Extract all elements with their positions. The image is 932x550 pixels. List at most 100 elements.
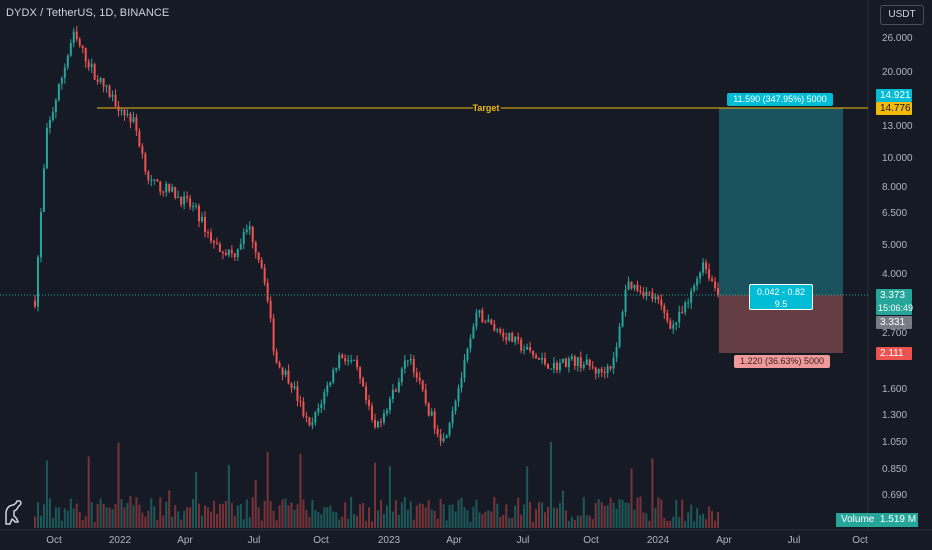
volume-bar <box>123 507 126 528</box>
candle-body <box>376 421 379 428</box>
volume-bar <box>209 511 212 528</box>
time-axis[interactable]: Oct 2022 Apr Jul Oct 2023 Apr Jul Oct 20… <box>46 535 868 546</box>
candle-body <box>63 67 66 78</box>
volume-bar <box>496 503 499 528</box>
candle-body <box>177 196 180 198</box>
candle-body <box>684 302 687 313</box>
volume-bar <box>382 513 385 528</box>
volume-bar <box>260 520 263 528</box>
candle-body <box>717 288 719 295</box>
volume-bar <box>362 502 365 528</box>
volume-bar <box>442 504 445 528</box>
volume-bar <box>600 502 603 528</box>
candle-body <box>192 206 195 208</box>
volume-bar <box>111 509 114 528</box>
candle-body <box>693 285 696 291</box>
candle-body <box>418 377 421 381</box>
volume-bar <box>511 517 514 528</box>
volume-bar <box>206 507 209 528</box>
target-line-price-tag: 14.776 <box>876 102 912 115</box>
volume-bar <box>597 499 600 528</box>
volume-bar <box>263 500 266 528</box>
candle-body <box>385 410 388 414</box>
candle-body <box>159 181 162 192</box>
volume-bar <box>457 499 460 528</box>
candle-body <box>347 360 350 362</box>
volume-bar <box>436 518 439 528</box>
volume-bar <box>224 500 227 528</box>
volume-bar <box>529 502 532 528</box>
volume-bar <box>654 508 657 528</box>
candle-body <box>508 332 511 341</box>
volume-bar <box>374 462 377 528</box>
volume-bar <box>705 519 708 528</box>
y-tick-13: 13.000 <box>882 121 913 132</box>
volume-bar <box>198 503 201 528</box>
y-tick-6-5: 6.500 <box>882 208 907 219</box>
candle-body <box>341 354 344 359</box>
candle-body <box>448 423 451 436</box>
candle-body <box>174 187 177 198</box>
candle-body <box>424 389 427 404</box>
candle-body <box>266 282 269 301</box>
candle-body <box>469 338 472 349</box>
volume-bar <box>591 519 594 528</box>
candle-body <box>561 358 564 363</box>
volume-bar <box>400 502 403 528</box>
price-axis[interactable]: 26.000 20.000 13.000 10.000 8.000 6.500 … <box>882 33 913 501</box>
candle-body <box>636 284 639 291</box>
volume-bar <box>51 518 54 528</box>
y-tick-5: 5.000 <box>882 240 907 251</box>
volume-bar <box>54 507 57 528</box>
candle-body <box>496 329 499 331</box>
candle-body <box>711 278 714 282</box>
candle-body <box>588 359 591 367</box>
y-tick-2-7: 2.700 <box>882 328 907 339</box>
x-tick-apr-2023: Apr <box>446 535 462 546</box>
candle-body <box>660 299 663 306</box>
candle-body <box>230 249 233 254</box>
candle-body <box>702 262 705 273</box>
volume-bar <box>183 510 186 528</box>
candle-body <box>603 372 606 374</box>
candle-body <box>388 398 391 411</box>
candle-body <box>520 339 523 351</box>
volume-bar <box>651 458 654 528</box>
candle-body <box>257 252 260 261</box>
currency-button[interactable]: USDT <box>880 5 924 25</box>
candle-body <box>585 359 588 365</box>
candle-body <box>532 350 535 356</box>
candle-body <box>245 229 248 233</box>
volume-bar <box>242 519 245 528</box>
price-candles <box>34 25 719 446</box>
volume-bar <box>699 515 702 528</box>
volume-bar <box>669 520 672 528</box>
volume-bar <box>314 510 317 528</box>
x-tick-apr-2024: Apr <box>716 535 732 546</box>
volume-bar <box>156 519 159 528</box>
candle-body <box>499 329 502 333</box>
volume-bar <box>212 500 215 528</box>
candle-body <box>186 196 189 199</box>
volume-bar <box>302 499 305 528</box>
candle-body <box>642 292 645 297</box>
candle-body <box>651 292 654 300</box>
volume-bar <box>323 507 326 528</box>
candle-body <box>212 241 215 243</box>
candle-body <box>66 55 69 68</box>
volume-bar <box>168 490 171 528</box>
candle-body <box>260 260 263 268</box>
candle-body <box>51 112 54 120</box>
volume-bar <box>353 513 356 528</box>
volume-bar <box>594 502 597 528</box>
profit-zone[interactable] <box>719 108 843 295</box>
volume-bar <box>329 505 332 528</box>
volume-bar <box>690 504 693 528</box>
candle-body <box>141 146 144 154</box>
symbol-title[interactable]: DYDX / TetherUS, 1D, BINANCE <box>6 7 170 19</box>
volume-bar <box>272 510 275 528</box>
volume-bar <box>663 517 666 528</box>
candle-body <box>546 363 549 369</box>
candle-body <box>114 94 117 107</box>
